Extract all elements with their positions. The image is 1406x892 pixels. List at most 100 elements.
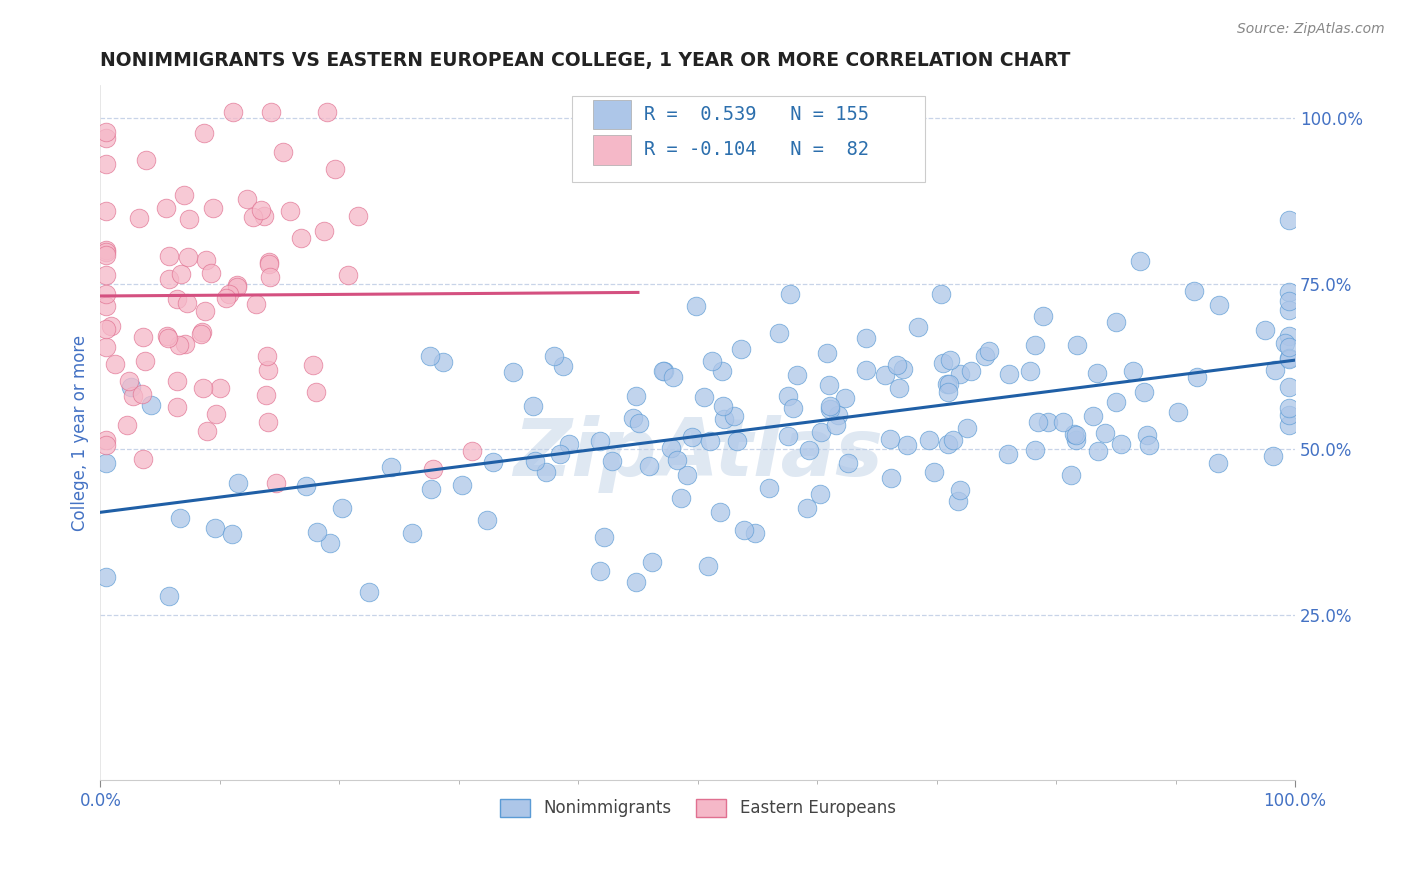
- Point: [96, 341, 118, 355]
- Point: [132, 330, 155, 344]
- Point: [122, 389, 145, 403]
- Point: [1104, 315, 1126, 329]
- Point: [96, 322, 118, 336]
- Point: [1278, 285, 1301, 299]
- Point: [204, 407, 226, 421]
- Point: [104, 357, 127, 371]
- Point: [786, 368, 808, 383]
- Point: [626, 389, 648, 403]
- Point: [1182, 284, 1205, 298]
- Point: [96, 268, 118, 282]
- FancyBboxPatch shape: [592, 135, 631, 165]
- Point: [170, 267, 193, 281]
- Point: [723, 409, 745, 423]
- Point: [855, 331, 877, 345]
- Point: [316, 104, 339, 119]
- Point: [157, 589, 180, 603]
- Point: [475, 513, 498, 527]
- Point: [1064, 433, 1087, 447]
- Point: [1274, 335, 1296, 350]
- Point: [1094, 425, 1116, 440]
- Point: [837, 456, 859, 470]
- Point: [626, 575, 648, 590]
- Point: [271, 145, 294, 160]
- Point: [1263, 450, 1285, 464]
- Point: [1206, 456, 1229, 470]
- Text: ZipAtlas: ZipAtlas: [513, 415, 883, 492]
- Point: [347, 209, 370, 223]
- Point: [191, 325, 214, 339]
- Point: [1109, 437, 1132, 451]
- Point: [166, 374, 188, 388]
- Point: [264, 476, 287, 491]
- Point: [96, 299, 118, 313]
- Point: [139, 398, 162, 412]
- Legend: Nonimmigrants, Eastern Europeans: Nonimmigrants, Eastern Europeans: [494, 792, 903, 824]
- Point: [628, 416, 651, 430]
- Point: [177, 250, 200, 264]
- Point: [641, 555, 664, 569]
- Point: [380, 460, 402, 475]
- Point: [1278, 340, 1301, 354]
- Point: [1278, 380, 1301, 394]
- Point: [295, 479, 318, 493]
- Point: [1278, 409, 1301, 423]
- Point: [713, 412, 735, 426]
- Point: [710, 364, 733, 378]
- Point: [132, 452, 155, 467]
- Point: [942, 433, 965, 447]
- Point: [600, 453, 623, 467]
- Point: [700, 354, 723, 368]
- Point: [461, 444, 484, 458]
- Point: [177, 211, 200, 226]
- Point: [959, 363, 981, 377]
- Point: [337, 268, 360, 282]
- Point: [193, 126, 215, 140]
- Point: [1085, 366, 1108, 380]
- Point: [245, 296, 267, 310]
- Point: [96, 248, 118, 262]
- Point: [259, 270, 281, 285]
- Point: [889, 381, 911, 395]
- Point: [815, 346, 838, 360]
- Point: [817, 377, 839, 392]
- Point: [1122, 363, 1144, 377]
- Point: [96, 437, 118, 451]
- Point: [1278, 213, 1301, 227]
- Point: [225, 279, 247, 293]
- Point: [758, 481, 780, 495]
- Point: [157, 272, 180, 286]
- Point: [652, 364, 675, 378]
- Point: [551, 359, 574, 374]
- Point: [907, 319, 929, 334]
- Point: [669, 491, 692, 505]
- Point: [936, 437, 959, 451]
- Point: [818, 399, 841, 413]
- Point: [949, 483, 972, 498]
- Point: [208, 381, 231, 395]
- Point: [768, 326, 790, 340]
- Point: [593, 530, 616, 544]
- Point: [891, 362, 914, 376]
- Point: [254, 388, 277, 402]
- Point: [200, 266, 222, 280]
- Point: [709, 505, 731, 519]
- Point: [312, 224, 335, 238]
- Point: [422, 462, 444, 476]
- Point: [922, 466, 945, 480]
- Point: [936, 384, 959, 399]
- Point: [204, 521, 226, 535]
- Point: [401, 526, 423, 541]
- Point: [730, 343, 752, 357]
- Point: [896, 438, 918, 452]
- Point: [173, 188, 195, 202]
- Point: [834, 392, 856, 406]
- Point: [855, 362, 877, 376]
- Point: [242, 210, 264, 224]
- Point: [725, 434, 748, 448]
- Point: [166, 292, 188, 306]
- Point: [301, 358, 323, 372]
- Point: [502, 365, 524, 379]
- Point: [676, 467, 699, 482]
- Point: [936, 377, 959, 392]
